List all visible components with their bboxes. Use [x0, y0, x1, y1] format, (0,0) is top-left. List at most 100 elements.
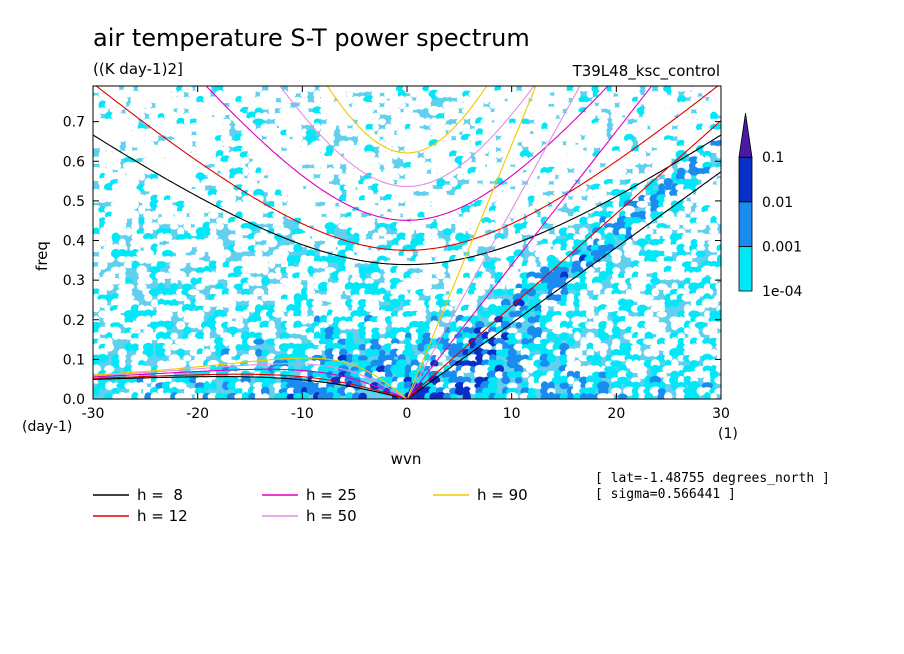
x-tick-label: -30: [82, 406, 105, 422]
power-patch: [136, 315, 148, 324]
power-patch: [319, 255, 329, 263]
power-patch: [528, 205, 536, 214]
power-patch: [500, 184, 511, 192]
power-patch: [267, 376, 276, 384]
power-patch: [97, 353, 109, 363]
power-patch: [357, 188, 368, 199]
power-patch: [463, 221, 471, 232]
power-patch: [358, 206, 367, 213]
colorbar-segment: [738, 245, 753, 292]
power-patch: [326, 129, 335, 137]
power-patch: [560, 288, 569, 296]
power-patch: [136, 321, 148, 330]
power-patch: [371, 100, 380, 111]
power-patch: [417, 272, 425, 280]
legend-entry: h = 8: [137, 486, 183, 504]
power-patch: [683, 254, 693, 264]
power-patch: [625, 371, 633, 379]
power-patch: [416, 117, 426, 127]
power-patch: [584, 255, 597, 264]
y-tick-label: 0.1: [63, 352, 85, 368]
power-patch: [410, 140, 420, 148]
power-patch: [116, 249, 128, 259]
power-patch: [651, 316, 660, 323]
power-patch: [136, 265, 148, 276]
power-patch: [105, 294, 113, 302]
power-patch: [358, 325, 367, 336]
power-patch: [242, 166, 250, 176]
power-patch: [131, 392, 140, 399]
power-patch: [643, 294, 654, 301]
power-patch: [124, 113, 133, 120]
power-patch: [148, 112, 161, 121]
power-patch: [402, 167, 414, 176]
power-patch: [469, 360, 477, 367]
power-patch: [578, 294, 590, 302]
power-patch: [683, 320, 692, 331]
power-patch: [436, 221, 445, 232]
axes: -30 -20 -10 0 10 20 300.00.10.20.30.40.50.60.7: [63, 86, 730, 422]
y-tick-label: 0.4: [63, 234, 85, 250]
power-patch: [293, 243, 303, 253]
power-patch: [572, 364, 583, 374]
power-patch: [98, 298, 108, 308]
power-patch: [697, 101, 705, 110]
power-patch: [703, 370, 712, 379]
power-patch: [125, 227, 133, 237]
power-patch: [636, 200, 649, 208]
power-patch: [591, 282, 603, 292]
power-patch: [254, 107, 263, 115]
power-patch: [500, 193, 512, 204]
power-patch: [253, 232, 264, 242]
power-patch: [669, 101, 680, 109]
power-patch: [514, 332, 523, 340]
power-patch: [131, 260, 140, 269]
power-patch: [617, 151, 628, 159]
power-patch: [650, 305, 660, 312]
power-patch: [339, 112, 348, 120]
power-patch: [716, 217, 721, 225]
power-patch: [429, 179, 439, 186]
power-patch: [638, 281, 647, 292]
power-patch: [293, 338, 302, 346]
chart-title: air temperature S-T power spectrum: [93, 24, 530, 52]
power-patch: [442, 144, 453, 154]
power-patch: [573, 233, 582, 241]
power-patch: [395, 343, 408, 351]
power-patch: [435, 354, 447, 363]
power-patch: [677, 316, 686, 323]
power-patch: [352, 354, 361, 363]
power-patch: [395, 288, 408, 296]
power-patch: [703, 310, 711, 319]
power-patch: [247, 96, 257, 103]
power-patch: [103, 255, 115, 263]
power-patch: [194, 205, 206, 215]
power-patch: [697, 349, 705, 357]
power-patch: [291, 266, 304, 274]
power-patch: [221, 179, 231, 186]
power-patch: [227, 309, 239, 319]
power-patch: [253, 338, 265, 345]
power-patch: [325, 353, 335, 364]
power-patch: [117, 292, 127, 303]
power-patch: [248, 238, 256, 247]
power-patch: [591, 172, 603, 181]
power-patch: [233, 167, 245, 176]
power-patch: [313, 276, 321, 286]
power-patch: [268, 206, 276, 214]
power-patch: [623, 386, 636, 396]
power-patch: [203, 206, 211, 214]
power-patch: [176, 107, 185, 115]
power-patch: [286, 255, 296, 264]
power-patch: [376, 222, 389, 230]
power-patch: [221, 194, 232, 204]
power-patch: [493, 337, 506, 346]
power-patch: [521, 332, 529, 341]
colorbar-segment: [738, 156, 753, 203]
power-patch: [559, 266, 570, 274]
power-patch: [240, 89, 252, 99]
power-patch: [357, 117, 369, 127]
power-patch: [112, 387, 120, 395]
power-patch: [676, 348, 686, 357]
power-patch: [397, 101, 406, 110]
